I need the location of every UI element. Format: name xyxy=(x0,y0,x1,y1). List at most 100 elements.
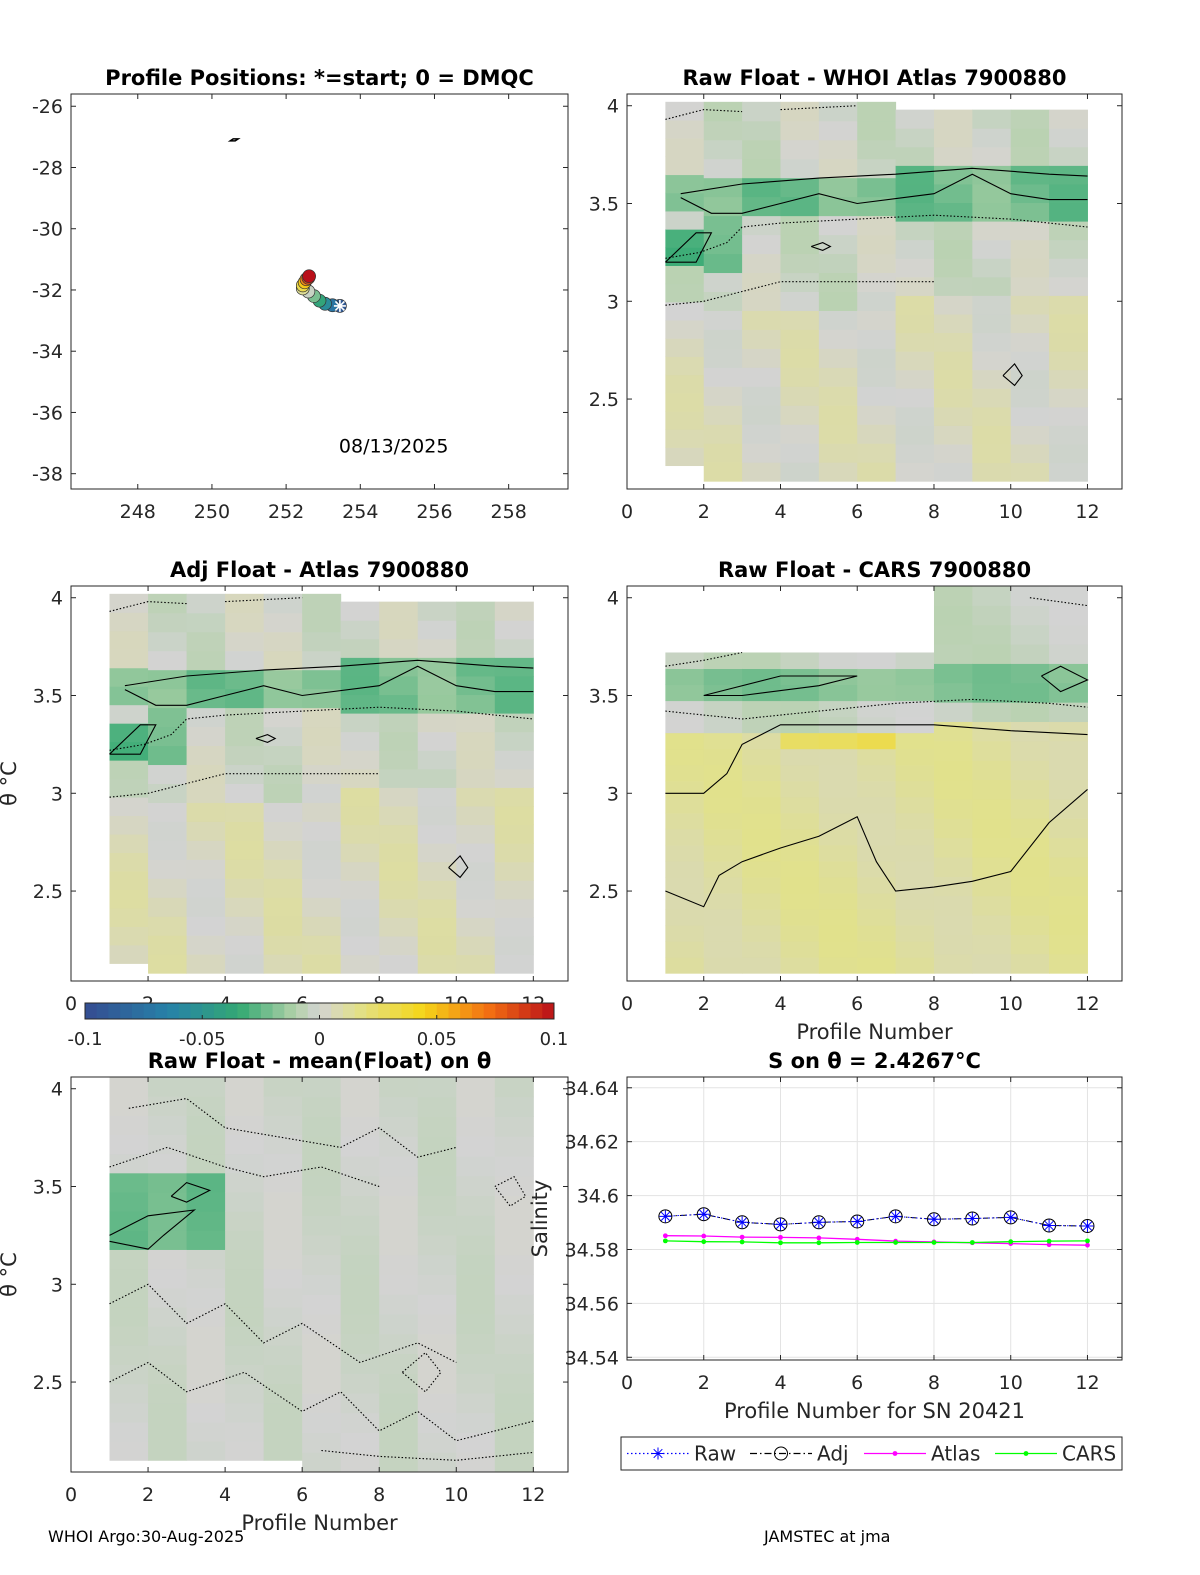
heatmap-cell xyxy=(225,1230,265,1250)
x-tick-label: 10 xyxy=(999,1372,1023,1394)
heatmap-cell xyxy=(818,424,858,444)
heatmap-cell xyxy=(703,700,743,718)
colorbar-tick-label: 0 xyxy=(314,1029,325,1050)
heatmap-cell xyxy=(972,444,1012,464)
heatmap-cell xyxy=(225,916,265,936)
heatmap-cell xyxy=(225,1345,265,1365)
heatmap-cell xyxy=(665,410,705,430)
heatmap-cell xyxy=(456,1412,496,1433)
heatmap-cell xyxy=(109,1172,149,1193)
heatmap-cell xyxy=(742,893,781,910)
heatmap-cell xyxy=(263,1077,303,1097)
heatmap-cell xyxy=(109,1115,149,1135)
heatmap-cell xyxy=(703,812,743,830)
heatmap-cell xyxy=(933,295,973,315)
heatmap-cell xyxy=(665,860,705,878)
colorbar-segment xyxy=(202,1003,215,1019)
contour-line xyxy=(109,724,157,755)
heatmap-cell xyxy=(1010,760,1050,781)
heatmap-cell xyxy=(895,183,935,204)
colorbar-segment xyxy=(471,1003,485,1019)
heatmap-cell xyxy=(456,880,496,900)
heatmap-cell xyxy=(302,1373,342,1394)
heatmap-cell xyxy=(225,593,265,614)
y-tick-label: 34.58 xyxy=(565,1239,619,1261)
heatmap-cell xyxy=(933,760,973,781)
heatmap-cell xyxy=(895,925,935,942)
heatmap-cell xyxy=(340,1373,380,1394)
heatmap-cell xyxy=(340,824,380,844)
heatmap-cell xyxy=(456,1156,496,1177)
y-tick-label: 2.5 xyxy=(589,881,619,903)
heatmap-cell xyxy=(263,631,303,652)
contour-line xyxy=(665,698,1088,720)
heatmap-cell xyxy=(1049,109,1088,129)
heatmap-cell xyxy=(494,1215,534,1236)
heatmap-cell xyxy=(379,880,419,900)
heatmap-cell xyxy=(1010,895,1050,916)
heatmap-cell xyxy=(302,631,342,652)
heatmap-cell xyxy=(340,638,380,658)
heatmap-cell xyxy=(417,750,457,770)
heatmap-cell xyxy=(456,768,496,788)
heatmap-cell xyxy=(1049,876,1088,897)
heatmap-cell xyxy=(895,844,935,862)
heatmap-cell xyxy=(933,258,973,278)
heatmap-cell xyxy=(665,716,705,734)
heatmap-cell xyxy=(665,156,705,176)
heatmap-cell xyxy=(417,1314,457,1335)
heatmap-cell xyxy=(742,860,781,878)
salinity-panel: S on θ = 2.4267°C 0 2 4 6 8 10 12 34.54 34.56 34.5… xyxy=(528,1049,1123,1471)
heatmap-cell xyxy=(263,878,303,898)
heatmap-cell xyxy=(1010,663,1050,684)
x-tick-label: 6 xyxy=(851,1372,863,1394)
heatmap-cell xyxy=(379,1333,419,1354)
contour-line xyxy=(1041,665,1089,693)
heatmap-cell xyxy=(340,843,380,863)
contour-line xyxy=(665,281,934,306)
heatmap-cell xyxy=(494,1452,534,1473)
heatmap-cell xyxy=(302,783,342,803)
y-tick-label: -34 xyxy=(32,341,63,363)
contour-line xyxy=(680,167,1088,195)
heatmap-cell xyxy=(933,702,973,723)
colorbar-segment xyxy=(448,1003,461,1019)
heatmap-cell xyxy=(818,652,858,670)
x-tick-label: 6 xyxy=(851,501,863,523)
heatmap-cell xyxy=(665,652,705,670)
raw-mean-panel: Raw Float - mean(Float) on θ 0 2 4 6 8 10 12 2.5… xyxy=(0,1049,569,1535)
heatmap-cell xyxy=(1010,605,1050,626)
heatmap-cell xyxy=(225,1287,265,1308)
contour-line xyxy=(1002,363,1023,387)
heatmap-cell xyxy=(703,684,743,702)
heatmap-cell xyxy=(933,202,973,222)
heatmap-cell xyxy=(494,620,534,640)
heatmap-cell xyxy=(456,601,496,621)
heatmap-cell xyxy=(302,1294,342,1315)
heatmap-cell xyxy=(1010,586,1050,606)
heatmap-cell xyxy=(818,272,858,292)
heatmap-cell xyxy=(109,593,149,613)
heatmap-cell xyxy=(417,880,457,900)
heatmap-cell xyxy=(818,405,858,425)
heatmap-cell xyxy=(1049,239,1088,259)
heatmap-cell xyxy=(703,764,743,782)
heatmap-cell xyxy=(818,893,858,910)
heatmap-cell xyxy=(340,787,380,807)
heatmap-cell xyxy=(972,295,1012,315)
heatmap-cell xyxy=(780,844,820,862)
heatmap-cell xyxy=(456,898,496,918)
axes-frame xyxy=(626,585,1123,982)
heatmap-cell xyxy=(494,1175,534,1196)
heatmap-cell xyxy=(225,783,265,803)
heatmap-cell xyxy=(933,721,973,742)
heatmap-cell xyxy=(895,462,935,482)
colorbar-segment xyxy=(120,1003,133,1019)
heatmap-cell xyxy=(340,861,380,881)
heatmap-cell xyxy=(494,898,534,918)
heatmap-cell xyxy=(703,291,743,311)
colorbar-segment xyxy=(354,1003,367,1019)
heatmap-cell xyxy=(703,732,743,750)
heatmap-cell xyxy=(148,840,188,860)
heatmap-cell xyxy=(225,802,265,822)
